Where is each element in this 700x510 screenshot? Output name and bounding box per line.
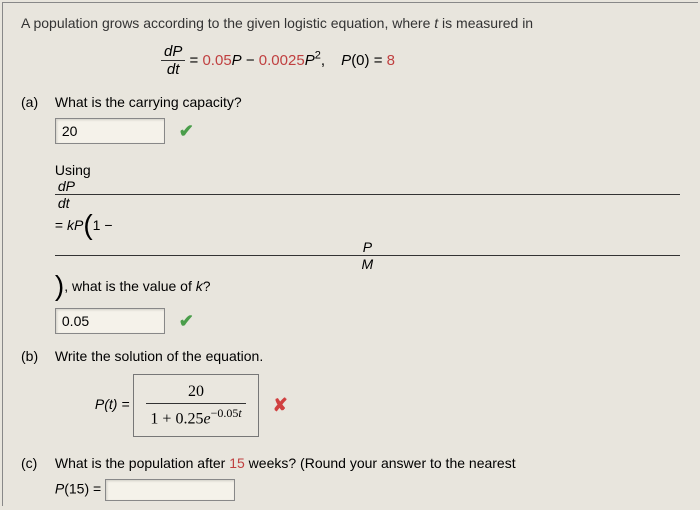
variable-p1: P (232, 52, 242, 69)
part-a-answer1-row: 20 ✔ (55, 118, 680, 144)
variable-p2: P (305, 52, 315, 69)
dt-den-2: dt (55, 195, 680, 211)
dpdt-fraction: dP dt (161, 43, 185, 78)
equals-2: = (55, 217, 67, 233)
dp-num-2: dP (55, 178, 680, 195)
part-a-q1: What is the carrying capacity? (55, 94, 680, 110)
check-icon-2: ✔ (179, 311, 194, 332)
solution-input[interactable]: 20 1 + 0.25e−0.05t (133, 374, 258, 437)
dpdt-frac-2: dP dt (55, 178, 680, 211)
sol-exponent: −0.05t (211, 406, 242, 420)
after-text: , what is the value of (64, 278, 196, 294)
solution-row: P(t) = 20 1 + 0.25e−0.05t ✘ (55, 374, 680, 437)
intro-end: is measured in (438, 15, 533, 31)
part-a-label: (a) (21, 94, 51, 110)
solution-numerator: 20 (146, 381, 245, 404)
c-q-num: 15 (229, 455, 245, 471)
using-equation-line: Using dP dt = kP(1 − P M ), what is the … (55, 162, 680, 300)
coefficient-2: 0.0025 (259, 52, 305, 69)
p15-input[interactable] (105, 479, 235, 501)
coefficient-1: 0.05 (202, 52, 231, 69)
main-equation: dP dt = 0.05P − 0.0025P2, P(0) = 8 (21, 43, 686, 78)
part-a: (a) What is the carrying capacity? 20 ✔ … (21, 94, 686, 334)
dp-numerator: dP (161, 43, 185, 61)
qmark: ? (203, 278, 211, 294)
minus-sign: − (246, 52, 259, 69)
m-denominator: M (55, 256, 680, 272)
carrying-capacity-input[interactable]: 20 (55, 118, 165, 144)
part-a-content: What is the carrying capacity? 20 ✔ Usin… (55, 94, 680, 334)
part-c-content: What is the population after 15 weeks? (… (55, 455, 680, 501)
e-var: e (203, 410, 210, 427)
part-a-answer2-row: 0.05 ✔ (55, 308, 680, 334)
using-text: Using (55, 162, 91, 178)
minus-2: − (100, 217, 112, 233)
problem-intro: A population grows according to the give… (21, 15, 686, 31)
left-paren-icon: ( (83, 211, 92, 239)
intro-text: A population grows according to the give… (21, 15, 434, 31)
part-c-q: What is the population after 15 weeks? (… (55, 455, 680, 471)
c-q-pre: What is the population after (55, 455, 229, 471)
part-c-label: (c) (21, 455, 51, 471)
k-var: k (67, 217, 74, 233)
part-b: (b) Write the solution of the equation. … (21, 348, 686, 437)
part-b-label: (b) (21, 348, 51, 364)
equals-sign: = (190, 52, 203, 69)
solution-denominator: 1 + 0.25e−0.05t (146, 404, 245, 430)
problem-container: A population grows according to the give… (2, 2, 698, 506)
pm-frac: P M (55, 239, 680, 272)
initial-cond-lhs: P(0) = (341, 52, 386, 69)
sol-den-pre: 1 + 0.25 (150, 410, 203, 427)
p15-row: P(15) = (55, 479, 680, 501)
part-b-q: Write the solution of the equation. (55, 348, 680, 364)
initial-value: 8 (387, 52, 395, 69)
part-c: (c) What is the population after 15 week… (21, 455, 686, 501)
right-paren-icon: ) (55, 272, 64, 300)
pt-equals: P(t) = (95, 396, 134, 412)
k-var-2: k (196, 278, 203, 294)
comma: , (321, 52, 325, 69)
p15-lhs: P(15) = (55, 481, 105, 497)
check-icon: ✔ (179, 121, 194, 142)
dt-denominator: dt (161, 61, 185, 78)
p-var-3: P (74, 217, 83, 233)
c-q-post: weeks? (Round your answer to the nearest (245, 455, 516, 471)
k-value-input[interactable]: 0.05 (55, 308, 165, 334)
part-b-content: Write the solution of the equation. P(t)… (55, 348, 680, 437)
x-icon: ✘ (273, 395, 288, 416)
solution-fraction: 20 1 + 0.25e−0.05t (146, 381, 245, 430)
p-numerator: P (55, 239, 680, 256)
